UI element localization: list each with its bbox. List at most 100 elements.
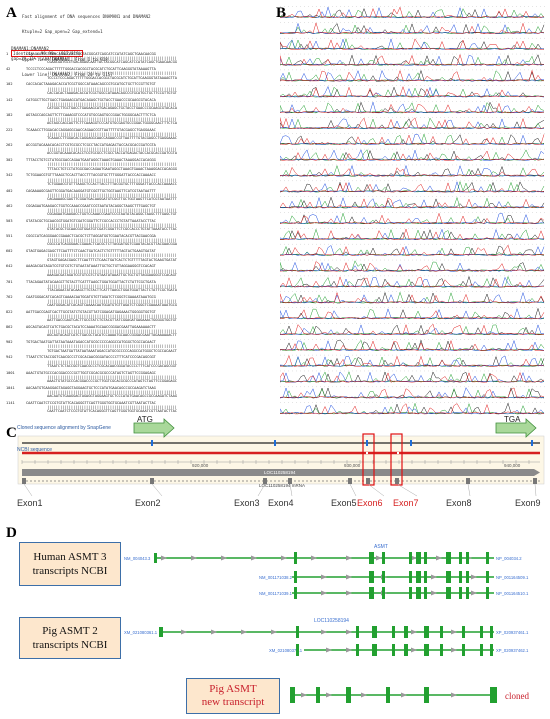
- exon-block: [150, 478, 154, 484]
- exon-block: [346, 687, 351, 703]
- line-number: 1141: [6, 400, 15, 405]
- tick-label: 940,000: [504, 463, 521, 468]
- line-number: 762: [6, 294, 13, 299]
- tga-label: TGA: [504, 415, 521, 424]
- line-number: 642: [6, 264, 13, 269]
- direction-arrow: [471, 574, 477, 580]
- header-line: Upper line: DNAMAN1, From 1 to 918: [22, 57, 108, 62]
- trace-line: [280, 117, 545, 130]
- exon-block: [386, 687, 390, 703]
- pig-asmt-box: Pig ASMT 2 transcripts NCBI: [19, 617, 121, 659]
- exon-connector: [289, 483, 293, 497]
- exon-block: [409, 587, 412, 599]
- direction-arrow: [161, 555, 167, 561]
- trace-line: [280, 102, 545, 114]
- exon-block: [296, 644, 299, 656]
- trace-line: [280, 276, 545, 288]
- exon-block: [409, 571, 412, 583]
- exon-block: [424, 571, 427, 583]
- trace-line: [280, 134, 545, 145]
- direction-arrow: [326, 647, 332, 653]
- trace-line: [280, 307, 545, 320]
- exon-block: [348, 478, 352, 484]
- trace-line: [280, 291, 545, 304]
- exon-block: [356, 644, 359, 656]
- exon-connector: [367, 483, 385, 497]
- alignment-block: 1 CGAACGATGCCTGACAGAGCAATTACTACGGCATCAGCA…: [6, 52, 177, 65]
- trace-line: [280, 261, 545, 272]
- direction-arrow: [451, 692, 457, 698]
- direction-arrow: [221, 555, 227, 561]
- alignment-block: 302 TTTACCTGTCCTATGGCGACCAGAATGAATAGGCTAA…: [6, 158, 177, 171]
- trace-line: [280, 6, 545, 19]
- human-transcript-id: NM_001171038.2: [259, 575, 293, 580]
- alignment-block: 942 TTAATCTCTACCGGTCAACGCCCTCGCACAACGGGAT…: [6, 355, 177, 368]
- exon-block: [424, 644, 429, 656]
- human-protein-id: NP_004034.2: [496, 556, 522, 561]
- trace-line: [280, 180, 544, 193]
- trace-line: [280, 228, 545, 240]
- exon-block: [480, 644, 483, 656]
- line-number: 822: [6, 309, 13, 314]
- alignment-block: 551 CGGCCATCAGGGAACCGAAACTCACGCTCTTAGGATG…: [6, 234, 177, 247]
- direction-arrow: [271, 629, 277, 635]
- tick-label: 920,000: [192, 463, 209, 468]
- alignment-block: 142 CATGGCTTGCTGACCTGAGAAGCATGACAGAGCTGCT…: [6, 97, 177, 110]
- direction-arrow: [431, 574, 437, 580]
- trace-line: [280, 339, 545, 352]
- trace-line: [280, 8, 545, 19]
- exon-block: [356, 626, 359, 638]
- trace-line: [280, 371, 545, 383]
- line-number: 701: [6, 279, 13, 284]
- trace-line: [280, 308, 545, 320]
- header-line: Fast alignment of DNA sequences DNAMAN1 …: [22, 14, 151, 19]
- alignment-block: 42 TCCCCTCCCAGACTTTTTGGGACCACGGCTACGCATCT…: [6, 67, 177, 80]
- direction-arrow: [411, 555, 417, 561]
- exon-block: [404, 626, 408, 638]
- header-line: Ktuple=2 Gap_open=2 Gap_extend=1: [22, 29, 103, 34]
- exon-block: [480, 626, 483, 638]
- trace-line: [280, 166, 545, 177]
- exon-block: [392, 644, 395, 656]
- trace-line: [280, 371, 545, 383]
- direction-arrow: [361, 692, 367, 698]
- exon-block: [462, 644, 465, 656]
- line-number: 902: [6, 340, 13, 345]
- exon-block: [392, 626, 395, 638]
- chromatogram: [280, 6, 545, 415]
- direction-arrow: [241, 629, 247, 635]
- exon-block: [440, 644, 443, 656]
- trace-line: [280, 118, 545, 130]
- line-number: 551: [6, 234, 13, 238]
- trace-line: [280, 403, 545, 415]
- exon-block: [490, 644, 493, 656]
- direction-arrow: [346, 590, 352, 596]
- atg-label: ATG: [137, 415, 153, 424]
- direction-arrow: [346, 629, 352, 635]
- direction-arrow: [376, 555, 382, 561]
- trace-line: [280, 291, 545, 304]
- trace-line: [280, 165, 545, 177]
- line-number: 462: [6, 203, 13, 208]
- exon-block: [424, 552, 427, 564]
- exon-block: [296, 626, 299, 638]
- trace-line: [280, 387, 545, 399]
- trace-line: [280, 356, 545, 367]
- alignment-block: 602 GTAGTGAGACGAGCTTCAATTTCTCAACTGATCACTC…: [6, 249, 177, 262]
- direction-arrow: [436, 555, 442, 561]
- trace-line: [280, 276, 545, 288]
- direction-arrow: [191, 555, 197, 561]
- exon-label-7: Exon7: [393, 498, 419, 508]
- trace-line: [280, 150, 545, 161]
- panel-label-d: D: [6, 525, 17, 541]
- trace-line: [280, 6, 545, 19]
- trace-line: [280, 387, 545, 399]
- line-number: 1: [6, 52, 9, 56]
- exon-block: [446, 571, 451, 583]
- direction-arrow: [321, 574, 327, 580]
- exon-label-9: Exon9: [515, 498, 541, 508]
- human-transcript-id: NM_001171039.1: [259, 591, 293, 596]
- human-asmt-box: Human ASMT 3 transcripts NCBI: [19, 542, 121, 586]
- direction-arrow: [346, 574, 352, 580]
- alignment-header: Fast alignment of DNA sequences DNAMAN1 …: [22, 4, 151, 82]
